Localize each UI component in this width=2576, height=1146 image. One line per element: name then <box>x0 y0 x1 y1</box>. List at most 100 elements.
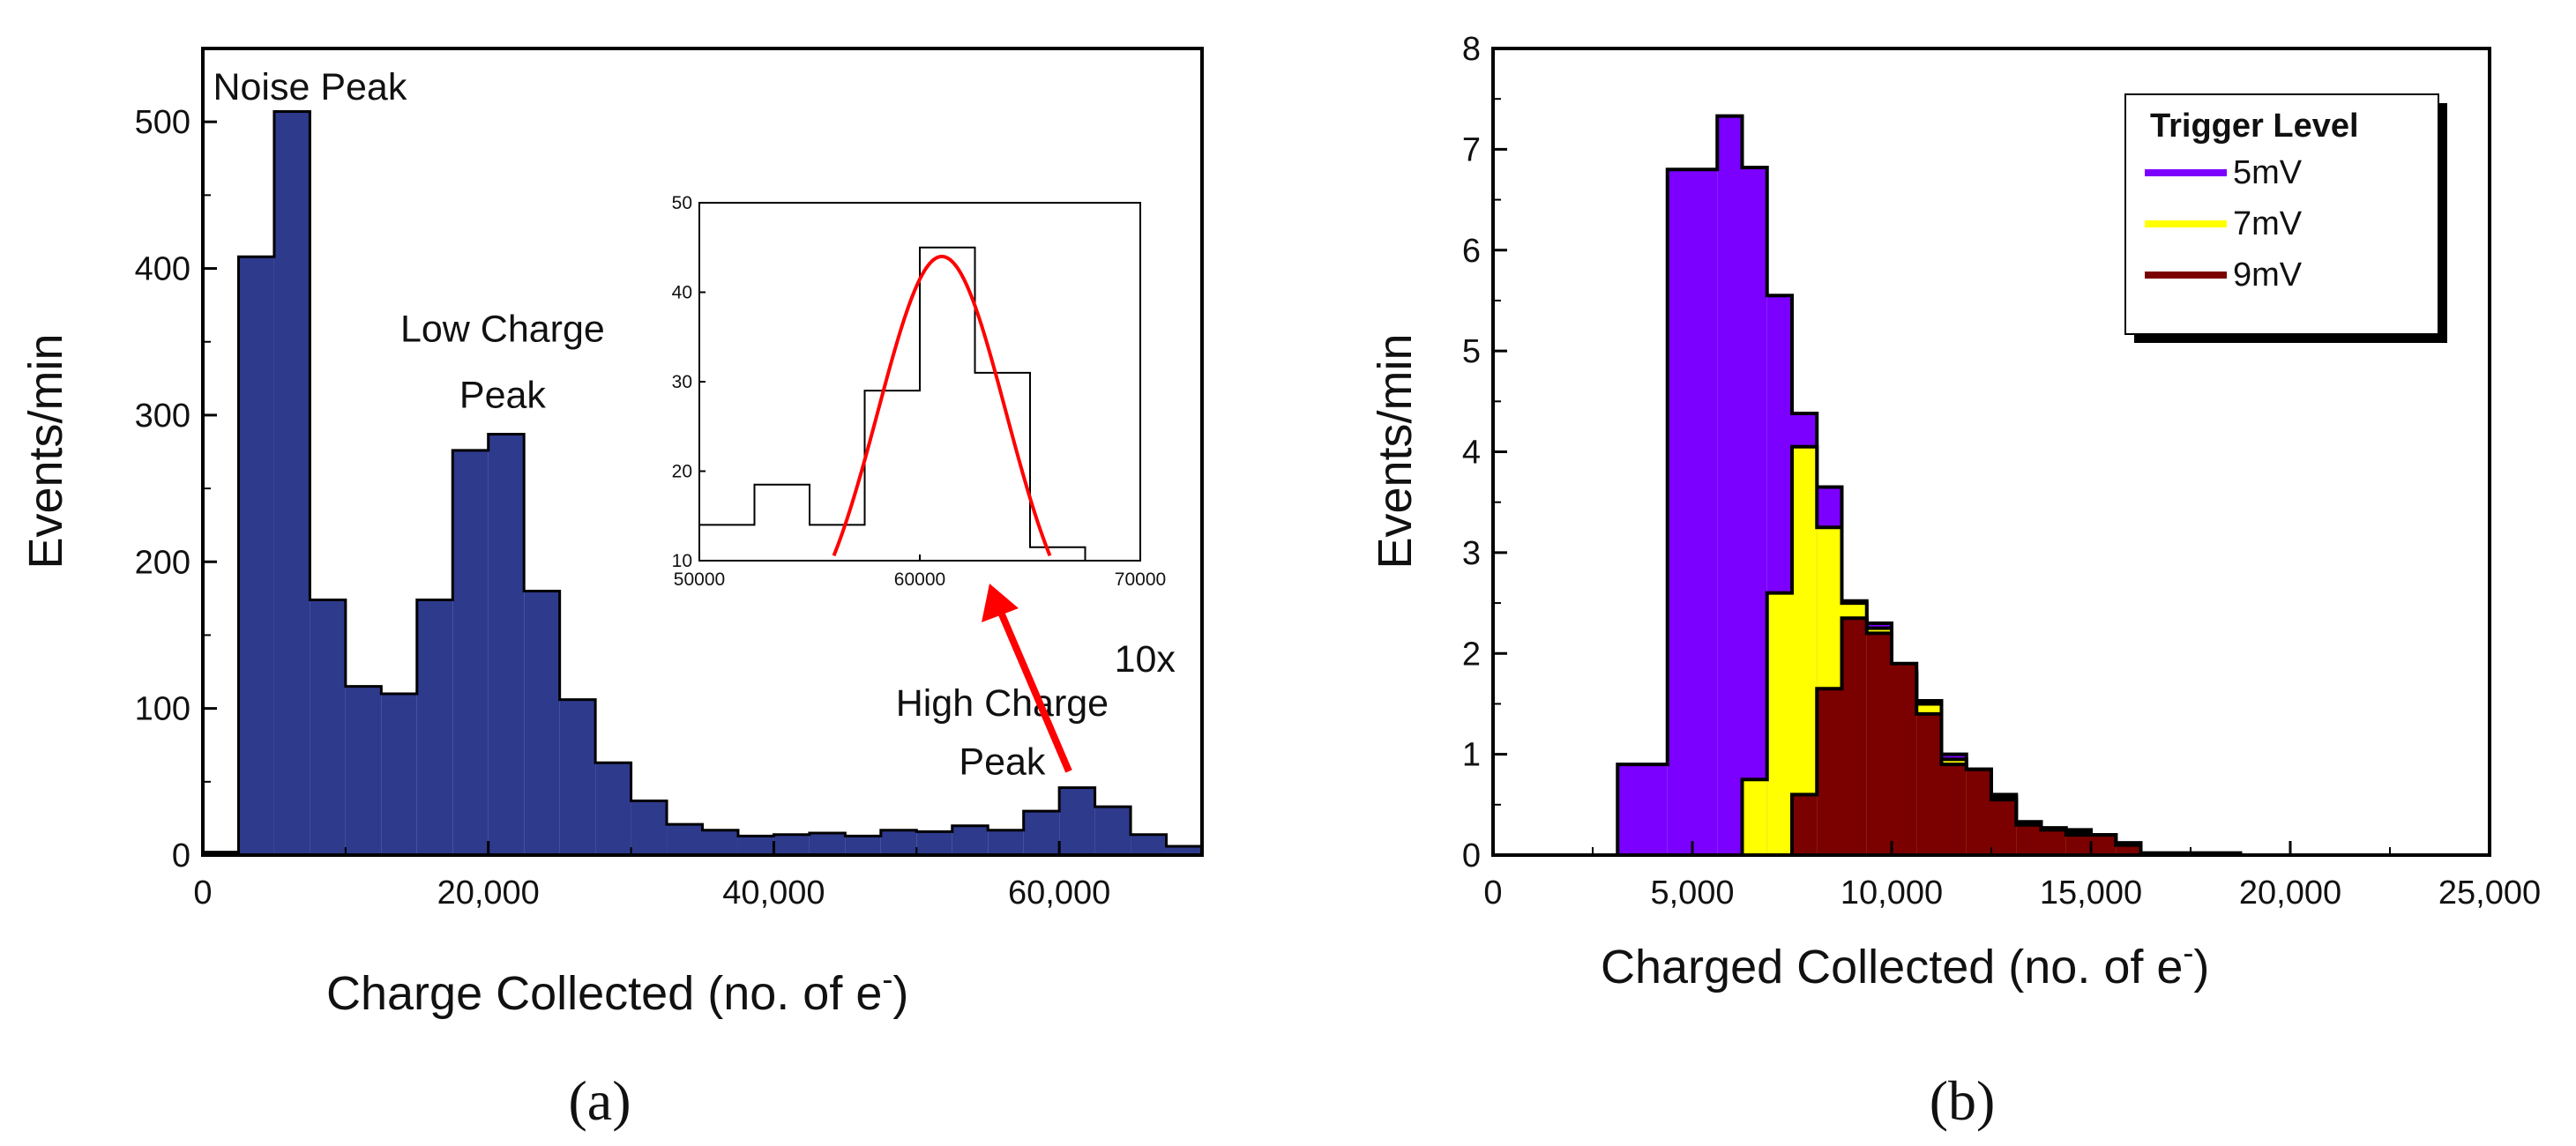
panel-b-bar <box>1941 764 1967 855</box>
panel-a-y-tick-label: 300 <box>135 398 190 435</box>
inset-y-tick-label: 50 <box>672 193 692 213</box>
panel-b-x-tick-label: 25,000 <box>2438 874 2541 912</box>
inset-x-tick-label: 70000 <box>1115 569 1166 590</box>
panel-a-bar <box>702 830 738 855</box>
panel-a-annotation: Peak <box>459 375 547 417</box>
panel-a-bar <box>595 763 631 855</box>
panel-b-bar <box>1892 663 1917 855</box>
panel-a-x-axis-title: Charge Collected (no. of e-) <box>326 961 908 1020</box>
panel-a-bar <box>1131 834 1167 855</box>
panel-a-bar <box>310 599 346 855</box>
panel-a-annotation: Peak <box>959 741 1046 784</box>
inset-x-tick-label: 60000 <box>894 569 945 590</box>
panel-a-bar <box>381 694 417 855</box>
panel-a-x-axis-title-main: Charge Collected (no. of e <box>326 967 882 1020</box>
panel-b-x-axis-title-end: ) <box>2193 941 2209 993</box>
panel-b-bar <box>2041 830 2066 855</box>
inset-gaussian-fit <box>832 254 1052 557</box>
panel-b-x-tick-label: 20,000 <box>2239 874 2341 912</box>
panel-a-y-axis-title: Events/min <box>19 333 72 569</box>
panel-label-b: (b) <box>1930 1069 1996 1132</box>
panel-b-y-tick-label: 4 <box>1462 435 1481 472</box>
panel-b-y-tick-label: 2 <box>1462 636 1481 673</box>
panel-a-annotations: Noise Peak Low Charge Peak High Charge Peak 1… <box>213 66 1176 783</box>
panel-a-bar <box>845 836 881 855</box>
panel-b-y-tick-label: 5 <box>1462 333 1481 370</box>
panel-b-y-tick-label: 1 <box>1462 737 1481 774</box>
panel-a-bar <box>345 686 382 855</box>
panel-b-x-tick-label: 15,000 <box>2040 874 2142 912</box>
panel-a-bar <box>559 699 596 855</box>
legend-label-5mV: 5mV <box>2233 154 2303 191</box>
inset-y-tick-label: 30 <box>672 372 692 392</box>
panel-a-y-tick-label: 500 <box>135 104 190 141</box>
arrow-head <box>982 584 1019 622</box>
panel-b-bar <box>2065 835 2091 855</box>
panel-b-series-outline <box>1790 616 2143 855</box>
panel-a-bar <box>524 591 560 855</box>
panel-a-y-tick-label: 200 <box>135 544 190 581</box>
panel-a-annotation: High Charge <box>896 682 1109 725</box>
panel-b-bar <box>1792 794 1818 855</box>
panel-a-annotation: Noise Peak <box>213 66 407 108</box>
panel-b-y-tick-label: 3 <box>1462 535 1481 572</box>
panel-a-axes: 0 20,000 40,000 60,000 0 100 200 300 400 500 <box>135 104 1111 912</box>
panel-a-x-axis-title-end: ) <box>892 967 908 1020</box>
panel-a-bar <box>880 830 917 855</box>
panel-a-y-tick-label: 100 <box>135 691 190 728</box>
panel-b-bar <box>1966 769 1991 855</box>
panel-a-bar <box>488 434 525 855</box>
panel-b-y-tick-label: 6 <box>1462 233 1481 270</box>
panel-b-bar <box>1642 764 1668 855</box>
panel-b-x-tick-label: 0 <box>1483 874 1502 912</box>
panel-b-bar <box>1866 633 1892 855</box>
panel-a-bar <box>988 830 1024 855</box>
panel-label-a: (a) <box>568 1069 631 1132</box>
panel-b-bar <box>1692 169 1718 855</box>
panel-a-bars <box>201 110 1204 856</box>
panel-b-x-axis-title: Charged Collected (no. of e-) <box>1601 934 2209 993</box>
inset-y-tick-label: 20 <box>672 462 692 482</box>
legend-label-7mV: 7mV <box>2233 205 2303 242</box>
inset-histogram-step <box>699 246 1086 561</box>
panel-b-bar <box>1617 764 1643 855</box>
panel-b-bar <box>1766 592 1792 855</box>
panel-a-annotation: 10x <box>1115 638 1176 681</box>
legend-items: 5mV 7mV 9mV <box>2145 154 2303 294</box>
panel-a-10x-arrow <box>982 584 1072 773</box>
panel-a-bar <box>631 800 668 855</box>
panel-a-bar <box>1166 846 1202 855</box>
panel-a-bar <box>1059 787 1095 855</box>
panel-b-bar <box>1817 688 1842 855</box>
inset-y-tick-label: 10 <box>672 551 692 571</box>
inset-x-tick-label: 50000 <box>674 569 725 590</box>
panel-b-bar <box>1742 167 1767 855</box>
panel-b-bar <box>2091 835 2117 855</box>
panel-b-bar <box>1841 618 1867 855</box>
panel-a-x-tick-label: 60,000 <box>1008 874 1110 912</box>
legend-label-9mV: 9mV <box>2233 257 2303 294</box>
panel-a-x-tick-label: 20,000 <box>437 874 540 912</box>
panel-b-chart: 0 5,000 10,000 15,000 20,000 25,000012345678 … <box>1369 31 2541 1132</box>
panel-a-x-axis-title-sup: - <box>882 961 892 997</box>
panel-b-legend: Trigger Level 5mV 7mV 9mV <box>2124 93 2447 343</box>
inset-axes: 50000 60000 70000 10 20 30 40 50 <box>672 193 1167 590</box>
panel-b-bar <box>1742 779 1767 855</box>
panel-a-bar <box>773 834 810 855</box>
panel-b-y-tick-label: 0 <box>1462 837 1481 874</box>
panel-b-bar <box>1667 169 1692 855</box>
inset-histogram <box>699 246 1086 561</box>
panel-b-bar <box>1792 446 1818 855</box>
panel-a-x-tick-label: 40,000 <box>722 874 825 912</box>
panel-a-bar <box>916 831 952 855</box>
panel-b-x-axis-title-main: Charged Collected (no. of e <box>1601 941 2183 993</box>
panel-b-bar <box>1991 800 2017 855</box>
panel-b-axes: 0 5,000 10,000 15,000 20,000 25,000 0 1 2 3 4 5 6 7 8 <box>1462 31 2541 912</box>
panel-a-bar <box>452 450 489 855</box>
panel-b-x-tick-label: 10,000 <box>1841 874 1943 912</box>
panel-a-x-tick-label: 0 <box>193 874 212 912</box>
panel-a-bar <box>273 111 310 855</box>
inset-y-tick-label: 40 <box>672 283 692 303</box>
panel-b-bars <box>1616 114 2266 857</box>
